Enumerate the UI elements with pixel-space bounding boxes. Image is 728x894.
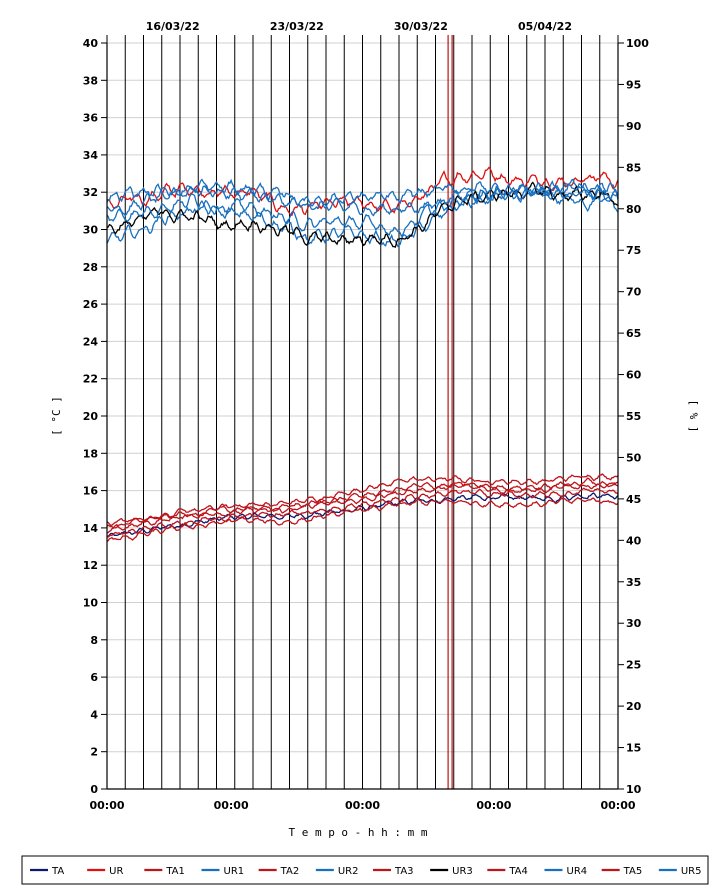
series-line-ta5 — [106, 487, 619, 538]
axes — [101, 42, 624, 790]
x-tick-label: 00:00 — [214, 799, 249, 812]
y-right-tick-label: 30 — [626, 617, 642, 630]
y-left-tick-label: 4 — [90, 708, 98, 721]
y-right-tick-label: 15 — [626, 742, 641, 755]
x-axis-title: T e m p o - h h : m m — [288, 826, 427, 839]
y-left-tick-label: 12 — [83, 559, 98, 572]
y-right-tick-label: 55 — [626, 410, 641, 423]
series-line-ur5 — [106, 178, 619, 209]
y-right-tick-label: 85 — [626, 161, 641, 174]
y-left-tick-label: 18 — [83, 447, 98, 460]
y-axis-right-title: [ % ] — [687, 399, 700, 432]
legend: TA UR TA1 UR1 TA2 UR2 TA3 UR3 TA4 UR4 TA5 UR5 — [21, 855, 709, 885]
legend-label: UR2 — [338, 866, 359, 877]
y-left-tick-label: 24 — [83, 335, 99, 348]
y-right-tick-label: 10 — [626, 783, 642, 796]
series-line-ta3 — [106, 496, 619, 542]
legend-label: TA2 — [280, 866, 300, 877]
legend-label: UR4 — [567, 866, 588, 877]
legend-box — [21, 855, 709, 885]
y-left-tick-label: 16 — [83, 485, 99, 498]
date-label: 16/03/22 — [146, 20, 200, 33]
y-right-tick-label: 70 — [626, 286, 642, 299]
y-left-tick-label: 34 — [83, 149, 99, 162]
x-tick-label: 00:00 — [89, 799, 124, 812]
y-left-tick-label: 38 — [83, 74, 98, 87]
series-line-ur — [106, 166, 619, 217]
y-right-tick-label: 80 — [626, 203, 642, 216]
legend-label: UR1 — [224, 866, 245, 877]
y-left-tick-label: 32 — [83, 186, 98, 199]
y-left-tick-label: 6 — [90, 671, 98, 684]
legend-label: TA3 — [394, 866, 414, 877]
x-tick-label: 00:00 — [345, 799, 380, 812]
x-tick-label: 00:00 — [476, 799, 511, 812]
y-left-tick-label: 40 — [83, 37, 99, 50]
x-tick-label: 00:00 — [600, 799, 635, 812]
tick-labels: 0246810121416182022242628303234363840101… — [83, 20, 650, 812]
legend-label: UR3 — [452, 866, 473, 877]
y-left-tick-label: 22 — [83, 373, 98, 386]
y-left-tick-label: 26 — [83, 298, 99, 311]
y-left-tick-label: 14 — [83, 522, 99, 535]
y-left-tick-label: 20 — [83, 410, 99, 423]
series-line-ur2 — [106, 183, 619, 248]
y-right-tick-label: 35 — [626, 576, 641, 589]
y-left-tick-label: 8 — [90, 634, 98, 647]
series-line-ta — [106, 492, 619, 538]
series-line-ta1 — [106, 473, 619, 527]
y-right-tick-label: 95 — [626, 78, 641, 91]
y-left-tick-label: 2 — [90, 746, 98, 759]
y-right-tick-label: 65 — [626, 327, 641, 340]
y-left-tick-label: 0 — [90, 783, 98, 796]
series-line-ur3 — [106, 181, 619, 249]
legend-label: TA — [51, 866, 64, 877]
y-left-tick-label: 28 — [83, 261, 98, 274]
legend-label: UR5 — [681, 866, 702, 877]
y-right-tick-label: 100 — [626, 37, 649, 50]
legend-label: TA4 — [508, 866, 528, 877]
y-axis-left-title: [ °C ] — [50, 396, 63, 436]
series-line-ta4 — [106, 477, 619, 529]
y-right-tick-label: 25 — [626, 659, 641, 672]
y-right-tick-label: 45 — [626, 493, 641, 506]
date-label: 05/04/22 — [518, 20, 572, 33]
y-right-tick-label: 40 — [626, 534, 642, 547]
y-right-tick-label: 90 — [626, 120, 642, 133]
y-right-tick-label: 60 — [626, 369, 642, 382]
date-label: 23/03/22 — [270, 20, 324, 33]
date-label: 30/03/22 — [394, 20, 448, 33]
y-left-tick-label: 36 — [83, 112, 99, 125]
series-line-ur4 — [106, 182, 619, 238]
legend-label: UR — [109, 866, 123, 877]
y-left-tick-label: 10 — [83, 597, 99, 610]
y-left-tick-label: 30 — [83, 224, 99, 237]
y-right-tick-label: 75 — [626, 244, 641, 257]
series-lines — [106, 166, 619, 542]
y-right-tick-label: 20 — [626, 700, 642, 713]
vertical-gridlines — [106, 35, 619, 789]
legend-label: TA5 — [623, 866, 643, 877]
legend-label: TA1 — [165, 866, 185, 877]
y-right-tick-label: 50 — [626, 451, 642, 464]
